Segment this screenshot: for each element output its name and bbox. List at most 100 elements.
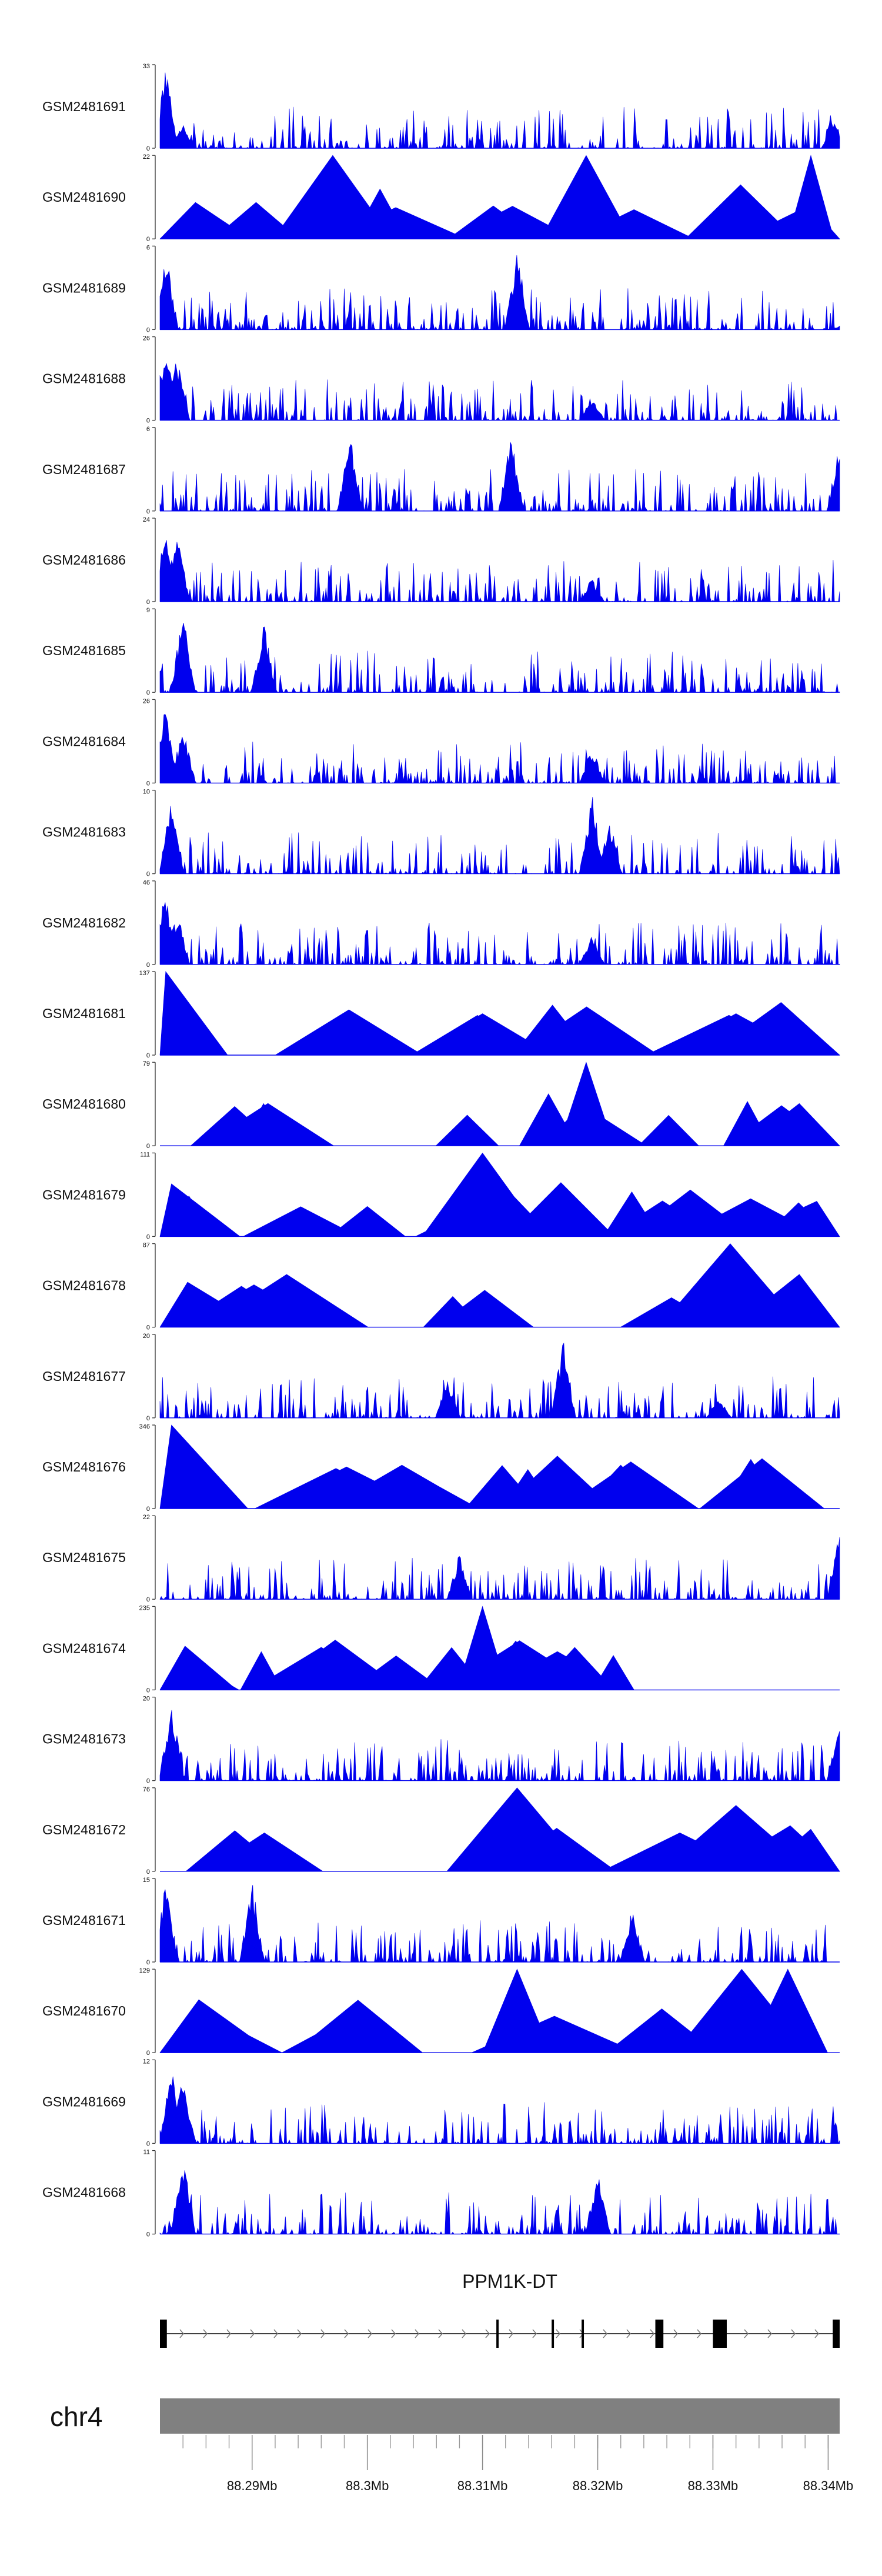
track-label: GSM2481689	[42, 280, 126, 295]
y-tick-zero-label: 0	[146, 1052, 150, 1059]
track-GSM2481685: GSM2481685 9 0	[42, 607, 840, 696]
y-tick-max-label: 22	[143, 154, 150, 161]
coverage-area	[159, 540, 840, 603]
track-GSM2481690: GSM2481690 22 0	[42, 154, 840, 243]
track-label: GSM2481688	[42, 371, 126, 386]
tick-label: 88.33Mb	[688, 2478, 739, 2493]
y-tick-zero-label: 0	[146, 145, 150, 152]
track-label: GSM2481673	[42, 1731, 126, 1747]
track-GSM2481686: GSM2481686 24 0	[42, 516, 840, 606]
y-tick-zero-label: 0	[146, 1959, 150, 1966]
coverage-area	[159, 155, 840, 239]
y-tick-zero-label: 0	[146, 1868, 150, 1876]
y-tick-max-label: 15	[143, 1877, 150, 1884]
y-tick-max-label: 46	[143, 879, 150, 886]
coverage-area	[159, 1342, 840, 1419]
track-GSM2481678: GSM2481678 87 0	[42, 1242, 840, 1332]
strand-arrow	[226, 2329, 231, 2338]
y-tick-zero-label: 0	[146, 2231, 150, 2238]
tick-label: 88.34Mb	[803, 2478, 854, 2493]
y-tick-max-label: 22	[143, 1514, 150, 1521]
track-GSM2481676: GSM2481676 346 0	[42, 1423, 840, 1513]
y-tick-zero-label: 0	[146, 599, 150, 606]
y-tick-zero-label: 0	[146, 236, 150, 243]
track-GSM2481687: GSM2481687 6 0	[42, 426, 840, 515]
y-tick-max-label: 33	[143, 63, 150, 70]
y-tick-max-label: 129	[139, 1967, 150, 1974]
exon	[713, 2320, 727, 2348]
exon	[833, 2320, 840, 2348]
y-tick-zero-label: 0	[146, 326, 150, 333]
strand-arrow	[697, 2329, 701, 2338]
track-GSM2481671: GSM2481671 15 0	[42, 1877, 840, 1966]
track-label: GSM2481677	[42, 1369, 126, 1384]
y-tick-max-label: 111	[140, 1151, 150, 1158]
strand-arrow	[650, 2329, 654, 2338]
tick-label: 88.3Mb	[346, 2478, 389, 2493]
y-tick-max-label: 87	[143, 1242, 150, 1249]
coverage-area	[159, 622, 840, 693]
y-tick-zero-label: 0	[146, 1506, 150, 1513]
exon	[582, 2320, 584, 2348]
y-tick-max-label: 79	[143, 1060, 150, 1067]
coverage-area	[159, 1243, 840, 1327]
y-tick-max-label: 24	[143, 516, 150, 523]
coverage-area	[159, 2170, 840, 2235]
gene-track: PPM1K-DT	[160, 2271, 840, 2348]
y-tick-zero-label: 0	[146, 1143, 150, 1150]
y-tick-zero-label: 0	[146, 418, 150, 425]
gene-name: PPM1K-DT	[462, 2271, 557, 2292]
y-tick-max-label: 12	[143, 2058, 150, 2065]
strand-arrow	[415, 2329, 419, 2338]
coverage-area	[159, 1537, 840, 1600]
y-tick-zero-label: 0	[146, 1687, 150, 1694]
strand-arrow	[556, 2329, 560, 2338]
coverage-area	[159, 1424, 825, 1509]
track-GSM2481679: GSM2481679 111 0	[42, 1151, 840, 1240]
track-label: GSM2481675	[42, 1550, 126, 1565]
y-tick-zero-label: 0	[146, 508, 150, 515]
y-tick-zero-label: 0	[146, 2140, 150, 2147]
strand-arrow	[462, 2329, 466, 2338]
chromosome-label: chr4	[50, 2401, 102, 2432]
track-GSM2481674: GSM2481674 235 0	[42, 1604, 840, 1694]
y-tick-zero-label: 0	[146, 1778, 150, 1785]
strand-arrow	[344, 2329, 349, 2338]
y-tick-max-label: 6	[146, 426, 150, 433]
track-label: GSM2481687	[42, 462, 126, 477]
coverage-area	[159, 1968, 828, 2053]
track-label: GSM2481691	[42, 99, 126, 114]
coverage-area	[159, 714, 840, 784]
y-tick-max-label: 346	[139, 1423, 150, 1430]
y-tick-zero-label: 0	[146, 1415, 150, 1422]
chromosome-bar	[160, 2398, 840, 2434]
y-tick-zero-label: 0	[146, 689, 150, 696]
coverage-area	[190, 1062, 840, 1146]
track-GSM2481675: GSM2481675 22 0	[42, 1514, 840, 1603]
track-label: GSM2481680	[42, 1096, 126, 1112]
track-GSM2481683: GSM2481683 10 0	[42, 789, 840, 878]
y-tick-max-label: 11	[143, 2149, 150, 2156]
coverage-area	[159, 72, 840, 149]
track-GSM2481684: GSM2481684 26 0	[42, 698, 840, 787]
y-tick-max-label: 10	[143, 789, 150, 796]
track-label: GSM2481685	[42, 643, 126, 658]
y-tick-max-label: 137	[139, 970, 150, 977]
strand-arrow	[814, 2329, 819, 2338]
exon	[160, 2320, 167, 2348]
track-GSM2481672: GSM2481672 76 0	[42, 1786, 840, 1876]
y-tick-zero-label: 0	[146, 1233, 150, 1240]
chromosome-axis: chr4 88.29Mb 88.3Mb 88.31Mb 88.32Mb 88.33Mb 8…	[50, 2398, 853, 2493]
track-label: GSM2481686	[42, 552, 126, 568]
y-tick-max-label: 9	[146, 607, 150, 614]
strand-arrow	[273, 2329, 278, 2338]
coverage-area	[159, 255, 840, 331]
coverage-area	[159, 1152, 840, 1237]
y-tick-zero-label: 0	[146, 1324, 150, 1332]
strand-arrow	[297, 2329, 302, 2338]
track-label: GSM2481674	[42, 1640, 126, 1656]
track-GSM2481677: GSM2481677 20 0	[42, 1333, 840, 1422]
track-label: GSM2481669	[42, 2094, 126, 2109]
strand-arrow	[250, 2329, 255, 2338]
track-label: GSM2481670	[42, 2003, 126, 2018]
